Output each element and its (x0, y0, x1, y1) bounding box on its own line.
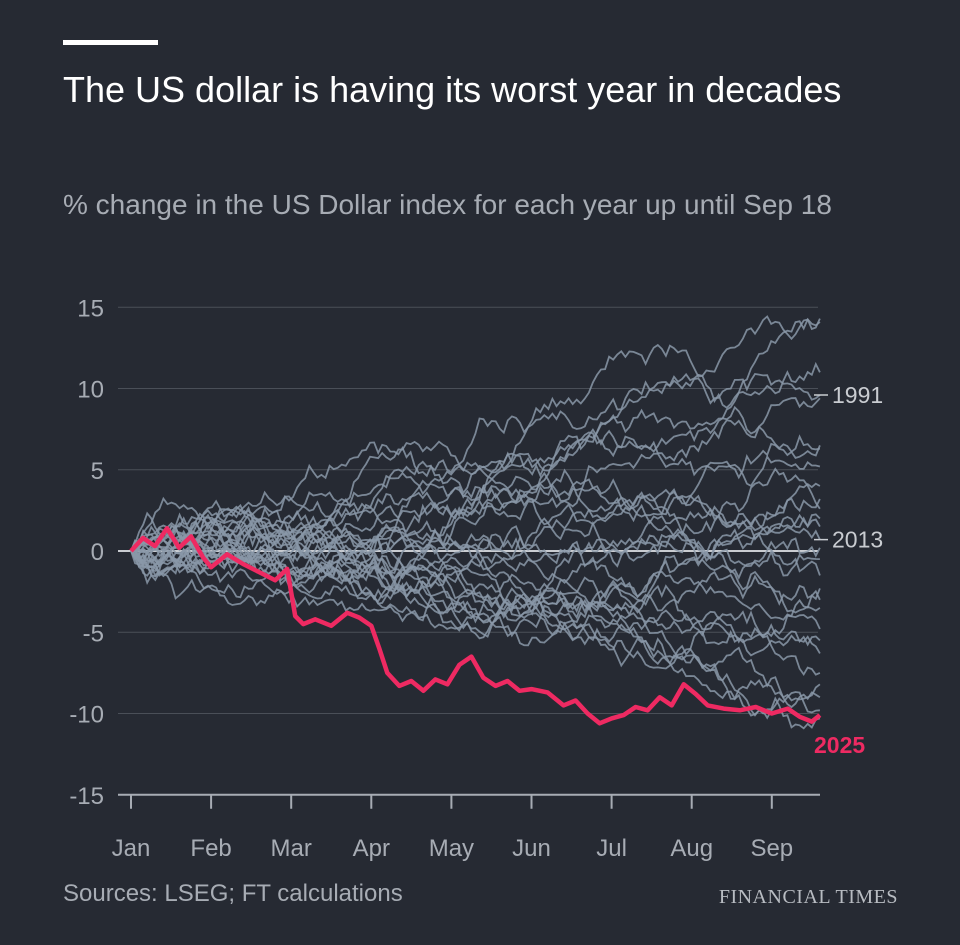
source-note: Sources: LSEG; FT calculations (63, 880, 403, 907)
x-tick-label: Sep (750, 835, 793, 862)
y-tick-label: -15 (69, 783, 104, 810)
x-axis: Jan Feb Mar Apr May Jun Jul Aug Sep (112, 793, 820, 862)
x-tick-label: Feb (190, 835, 231, 862)
y-tick-label: -10 (69, 702, 104, 729)
historical-year-line (130, 540, 821, 621)
chart-subtitle: % change in the US Dollar index for each… (63, 189, 832, 220)
historical-year-line (130, 545, 821, 702)
y-tick-label: 10 (77, 377, 104, 404)
historical-year-line (130, 549, 820, 720)
x-tick-label: Jan (112, 835, 151, 862)
historical-year-line (130, 317, 821, 558)
brand-logo: FINANCIAL TIMES (718, 886, 898, 908)
historical-year-line (130, 467, 821, 552)
y-tick-label: 0 (91, 539, 104, 566)
header-accent-bar (63, 40, 158, 45)
historical-year-line (130, 514, 821, 640)
series-1991-label: 1991 (832, 382, 883, 408)
highlight-series (129, 526, 822, 726)
y-tick-label: 15 (77, 295, 104, 322)
historical-year-line (130, 513, 821, 668)
historical-year-line (130, 471, 821, 606)
series-2025-line (129, 526, 822, 726)
historical-year-line (130, 547, 821, 730)
historical-series (130, 315, 821, 730)
historical-year-line (130, 397, 821, 557)
y-tick-label: 5 (91, 458, 104, 485)
x-tick-label: Aug (670, 835, 713, 862)
chart-title: The US dollar is having its worst year i… (63, 69, 842, 110)
x-tick-label: May (429, 835, 474, 862)
y-axis-labels: 15 10 5 0 -5 -10 -15 (69, 295, 104, 810)
historical-year-line (130, 452, 821, 577)
y-tick-label: -5 (83, 620, 104, 647)
historical-year-line (130, 550, 821, 638)
x-tick-label: Mar (271, 835, 312, 862)
series-annotations: 1991 2013 2025 (814, 382, 883, 758)
x-tick-label: Apr (353, 835, 390, 862)
historical-year-line (130, 482, 821, 576)
x-tick-label: Jul (596, 835, 627, 862)
historical-year-line (130, 496, 821, 576)
series-2025-label: 2025 (814, 732, 865, 758)
x-tick-label: Jun (512, 835, 551, 862)
series-2013-label: 2013 (832, 527, 883, 553)
